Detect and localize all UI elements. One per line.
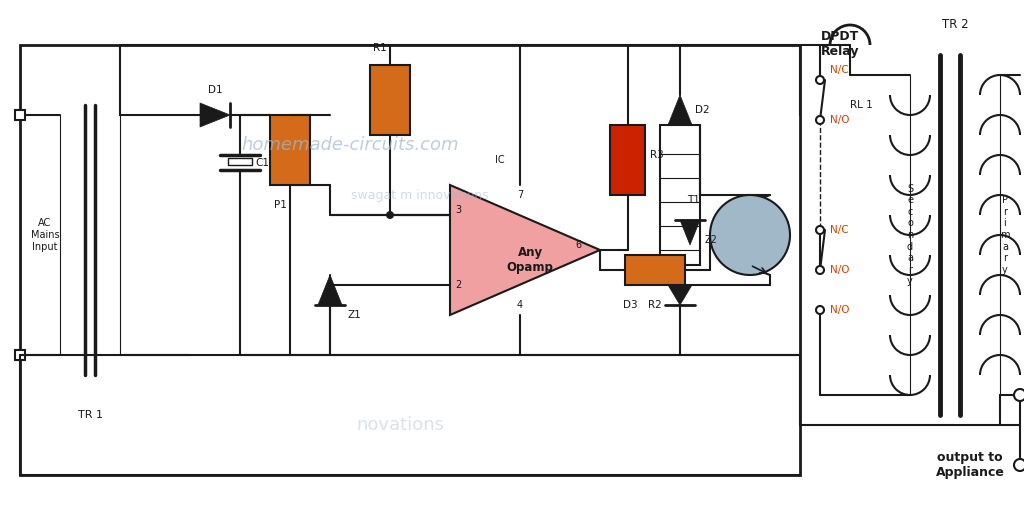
Bar <box>270 115 310 185</box>
Text: R3: R3 <box>650 150 664 160</box>
Text: R2: R2 <box>648 300 662 310</box>
Text: 2: 2 <box>455 280 461 290</box>
Circle shape <box>1014 459 1024 471</box>
Circle shape <box>816 76 824 84</box>
Text: S
e
c
o
n
d
a
r
y: S e c o n d a r y <box>907 184 913 286</box>
Text: Z2: Z2 <box>705 235 718 245</box>
Text: Any
Opamp: Any Opamp <box>507 246 553 274</box>
Text: R1: R1 <box>373 43 387 53</box>
Text: homemade-circuits.com: homemade-circuits.com <box>242 136 459 154</box>
Text: N/O: N/O <box>830 115 850 125</box>
Bar <box>20 45 800 475</box>
Text: output to
Appliance: output to Appliance <box>936 451 1005 479</box>
Text: AC
Mains
Input: AC Mains Input <box>31 218 59 251</box>
Bar <box>15 350 25 360</box>
Polygon shape <box>450 185 600 315</box>
Text: Z1: Z1 <box>348 310 361 320</box>
Text: D1: D1 <box>208 85 222 95</box>
Polygon shape <box>200 103 230 127</box>
Bar <box>610 125 645 195</box>
Circle shape <box>710 195 790 275</box>
Text: novations: novations <box>356 416 444 434</box>
Polygon shape <box>668 95 692 125</box>
Text: 6: 6 <box>575 240 582 250</box>
Bar <box>370 65 410 135</box>
Circle shape <box>816 226 824 234</box>
Bar <box>660 125 700 265</box>
Circle shape <box>1014 389 1024 401</box>
Text: D2: D2 <box>695 105 710 115</box>
Text: RL 1: RL 1 <box>850 100 872 110</box>
Text: DPDT
Relay: DPDT Relay <box>821 30 859 58</box>
Bar <box>15 110 25 120</box>
Circle shape <box>816 306 824 314</box>
Text: N/O: N/O <box>830 265 850 275</box>
Polygon shape <box>668 285 692 305</box>
Circle shape <box>386 211 394 219</box>
Text: TR 1: TR 1 <box>78 410 102 420</box>
Text: N/O: N/O <box>830 305 850 315</box>
Bar <box>625 255 685 285</box>
Text: D3: D3 <box>623 300 637 310</box>
Text: TR 2: TR 2 <box>942 19 969 31</box>
Text: swagat m innovations: swagat m innovations <box>351 188 488 201</box>
Text: 4: 4 <box>517 300 523 310</box>
Text: P
r
i
m
a
r
y: P r i m a r y <box>1000 195 1010 275</box>
Polygon shape <box>680 220 700 245</box>
Text: P1: P1 <box>273 200 287 210</box>
Text: 3: 3 <box>455 205 461 215</box>
Text: T1: T1 <box>687 195 700 205</box>
Polygon shape <box>318 275 342 305</box>
Text: N/C: N/C <box>830 225 849 235</box>
Circle shape <box>816 116 824 124</box>
Bar <box>228 158 252 165</box>
Text: C1: C1 <box>255 158 269 168</box>
Text: N/C: N/C <box>830 65 849 75</box>
Text: 7: 7 <box>517 190 523 200</box>
Circle shape <box>816 266 824 274</box>
Text: IC: IC <box>496 155 505 165</box>
